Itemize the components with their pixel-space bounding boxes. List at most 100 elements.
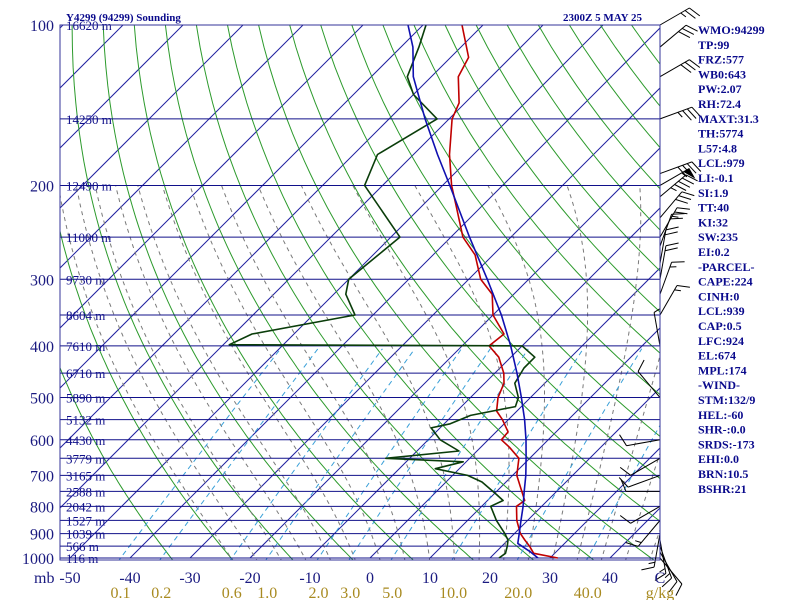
height-label: 116 m [66, 551, 98, 566]
mixing-ratio-line [316, 348, 462, 560]
index-value: LI:-0.1 [698, 171, 734, 185]
moist-adiabat-line [60, 192, 234, 560]
wind-barb [659, 226, 679, 264]
index-value: CAP:0.5 [698, 319, 742, 333]
index-value: TP:99 [698, 38, 729, 52]
dewpoint-trace [228, 25, 536, 559]
pressure-tick-labels: 100 200 300 400 500 600 700 800 900 1000 [22, 18, 54, 568]
dry-adiabat-line [60, 366, 174, 560]
wind-barb [654, 539, 667, 581]
isotherm-line [549, 447, 660, 559]
mixing-ratio-line [229, 348, 383, 560]
wind-barb [618, 474, 661, 488]
dry-adiabat-line [60, 228, 234, 560]
index-value: LFC:924 [698, 334, 744, 348]
pressure-tick-label: 500 [30, 391, 54, 408]
pressure-tick-label: 300 [30, 272, 54, 289]
wind-barb [637, 359, 661, 398]
wind-barb [653, 308, 661, 346]
temperature-tick-label: -50 [59, 570, 80, 587]
wind-barb [659, 242, 679, 280]
mixing-ratio-line [516, 348, 643, 560]
dry-adiabat-line [133, 25, 415, 560]
index-value: L57:4.8 [698, 141, 737, 155]
index-value: PW:2.07 [698, 82, 742, 96]
index-value: SW:235 [698, 230, 738, 244]
pressure-tick-label: 1000 [22, 551, 54, 568]
dry-adiabat-line [413, 25, 660, 354]
isotherm-line [60, 25, 304, 269]
temperature-tick-labels: -50 -40 -30 -20 -10 0 10 20 30 40 C [59, 570, 665, 587]
dry-adiabat-line [195, 25, 535, 560]
mixing-ratio-line [348, 348, 491, 560]
dry-adiabat-line [258, 25, 655, 560]
isotherm-line [249, 147, 660, 559]
index-value: CINH:0 [698, 289, 739, 303]
dry-adiabat-line [382, 25, 660, 396]
index-value: WMO:94299 [698, 23, 765, 37]
temperature-tick-label: 20 [482, 570, 498, 587]
mixing-ratio-lines [118, 348, 660, 560]
height-label: 2588 m [66, 484, 105, 499]
moist-adiabat-line [137, 185, 332, 560]
height-label: 11000 m [66, 230, 111, 245]
dry-adiabat-line [351, 25, 660, 438]
mixing-ratio-tick-label: 0.2 [151, 585, 171, 600]
moist-adiabat-line [600, 353, 660, 560]
height-label: 6710 m [66, 366, 105, 381]
pressure-tick-label: 600 [30, 433, 54, 450]
dry-adiabat-line [320, 25, 660, 480]
indices-panel: WMO:94299TP:99FRZ:577WB0:643PW:2.07RH:72… [698, 23, 765, 496]
height-label: 12490 m [66, 178, 112, 193]
mixing-ratio-line [586, 424, 660, 560]
isotherm-line [429, 327, 660, 559]
dry-adiabat-line [289, 25, 660, 522]
wind-barb [659, 285, 690, 316]
pressure-tick-label: 400 [30, 339, 54, 356]
index-value: MPL:174 [698, 363, 747, 377]
wind-barb [641, 533, 661, 571]
isotherm-line [60, 25, 244, 209]
mixing-ratio-tick-label: 0.6 [222, 585, 242, 600]
temperature-tick-label: 30 [542, 570, 558, 587]
isotherm-line [60, 25, 424, 389]
isotherm-line [60, 25, 184, 149]
mixing-ratio-tick-label: 3.0 [340, 585, 360, 600]
isotherm-line [129, 27, 660, 559]
isotherm-line [60, 25, 364, 329]
pressure-tick-label: 800 [30, 499, 54, 516]
index-value: EL:674 [698, 349, 736, 363]
height-label: 3165 m [66, 468, 105, 483]
height-label: 1039 m [66, 527, 105, 542]
wind-barb [659, 174, 698, 198]
mixing-ratio-line [159, 348, 319, 560]
wind-barb [659, 207, 690, 238]
pressure-tick-label: 100 [30, 18, 54, 35]
temperature-tick-label: -10 [299, 570, 320, 587]
index-value: STM:132/9 [698, 393, 755, 407]
mixing-ratio-tick-labels: 0.1 0.2 0.6 1.0 2.0 3.0 5.0 10.0 20.0 40.0 g/kg [111, 585, 675, 600]
temperature-tick-label: -20 [239, 570, 260, 587]
mixing-ratio-tick-label: 1.0 [257, 585, 277, 600]
height-label: 7610 m [66, 339, 105, 354]
index-value: SRDS:-173 [698, 437, 755, 451]
index-value: EI:0.2 [698, 245, 730, 259]
dry-adiabat-line [475, 25, 660, 272]
pressure-tick-label: 200 [30, 178, 54, 195]
moist-adiabat-line [300, 185, 455, 560]
wind-barb [659, 59, 701, 78]
dry-adiabat-line [444, 25, 660, 313]
wind-barb [619, 434, 661, 447]
wind-barb [659, 261, 685, 295]
height-label: 5132 m [66, 413, 105, 428]
moist-adiabat-lines [60, 185, 660, 560]
moist-adiabat-line [189, 185, 381, 560]
height-label: 5890 m [66, 391, 105, 406]
dry-adiabat-lines [60, 25, 660, 560]
moist-adiabat-line [625, 451, 660, 560]
temperature-tick-label: 0 [366, 570, 374, 587]
mixing-ratio-line [265, 348, 416, 560]
index-value: FRZ:577 [698, 53, 744, 67]
